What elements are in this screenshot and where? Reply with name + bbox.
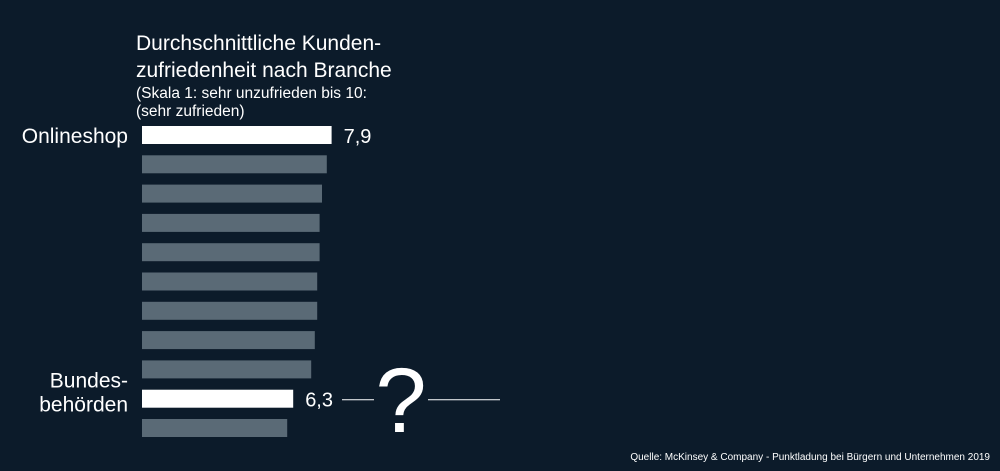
source-note: Quelle: McKinsey & Company - Punktladung… <box>630 452 990 463</box>
chart-title-line-2: zufriedenheit nach Branche <box>136 59 392 82</box>
bar <box>142 184 322 203</box>
question-mark: ? <box>375 350 426 452</box>
category-label: Onlineshop <box>22 125 128 148</box>
bar <box>142 301 318 320</box>
category-label: behörden <box>39 394 128 417</box>
bar-value-label: 6,3 <box>305 390 333 412</box>
chart-title: Durchschnittliche Kunden- zufriedenheit … <box>136 32 392 82</box>
chart-title-line-1: Durchschnittliche Kunden- <box>136 32 381 55</box>
bar <box>142 213 320 232</box>
bar <box>142 419 288 437</box>
bar-highlight <box>142 389 294 408</box>
bar <box>142 155 327 174</box>
bar <box>142 272 318 291</box>
bar-value-label: 7,9 <box>344 126 372 148</box>
bar <box>142 331 315 350</box>
category-label: Bundes- <box>50 370 128 393</box>
chart-subtitle-line-1: (Skala 1: sehr unzufrieden bis 10: <box>136 85 367 102</box>
bar <box>142 243 320 262</box>
annotation-layer: ? <box>342 350 500 452</box>
bars-layer: 7,9 Onlineshop 6,3 Bundes-behörden <box>22 125 372 437</box>
bar-highlight <box>142 126 332 144</box>
bar <box>142 360 312 379</box>
chart-subtitle: (Skala 1: sehr unzufrieden bis 10: (sehr… <box>136 85 367 120</box>
chart-subtitle-line-2: (sehr zufrieden) <box>136 103 245 120</box>
